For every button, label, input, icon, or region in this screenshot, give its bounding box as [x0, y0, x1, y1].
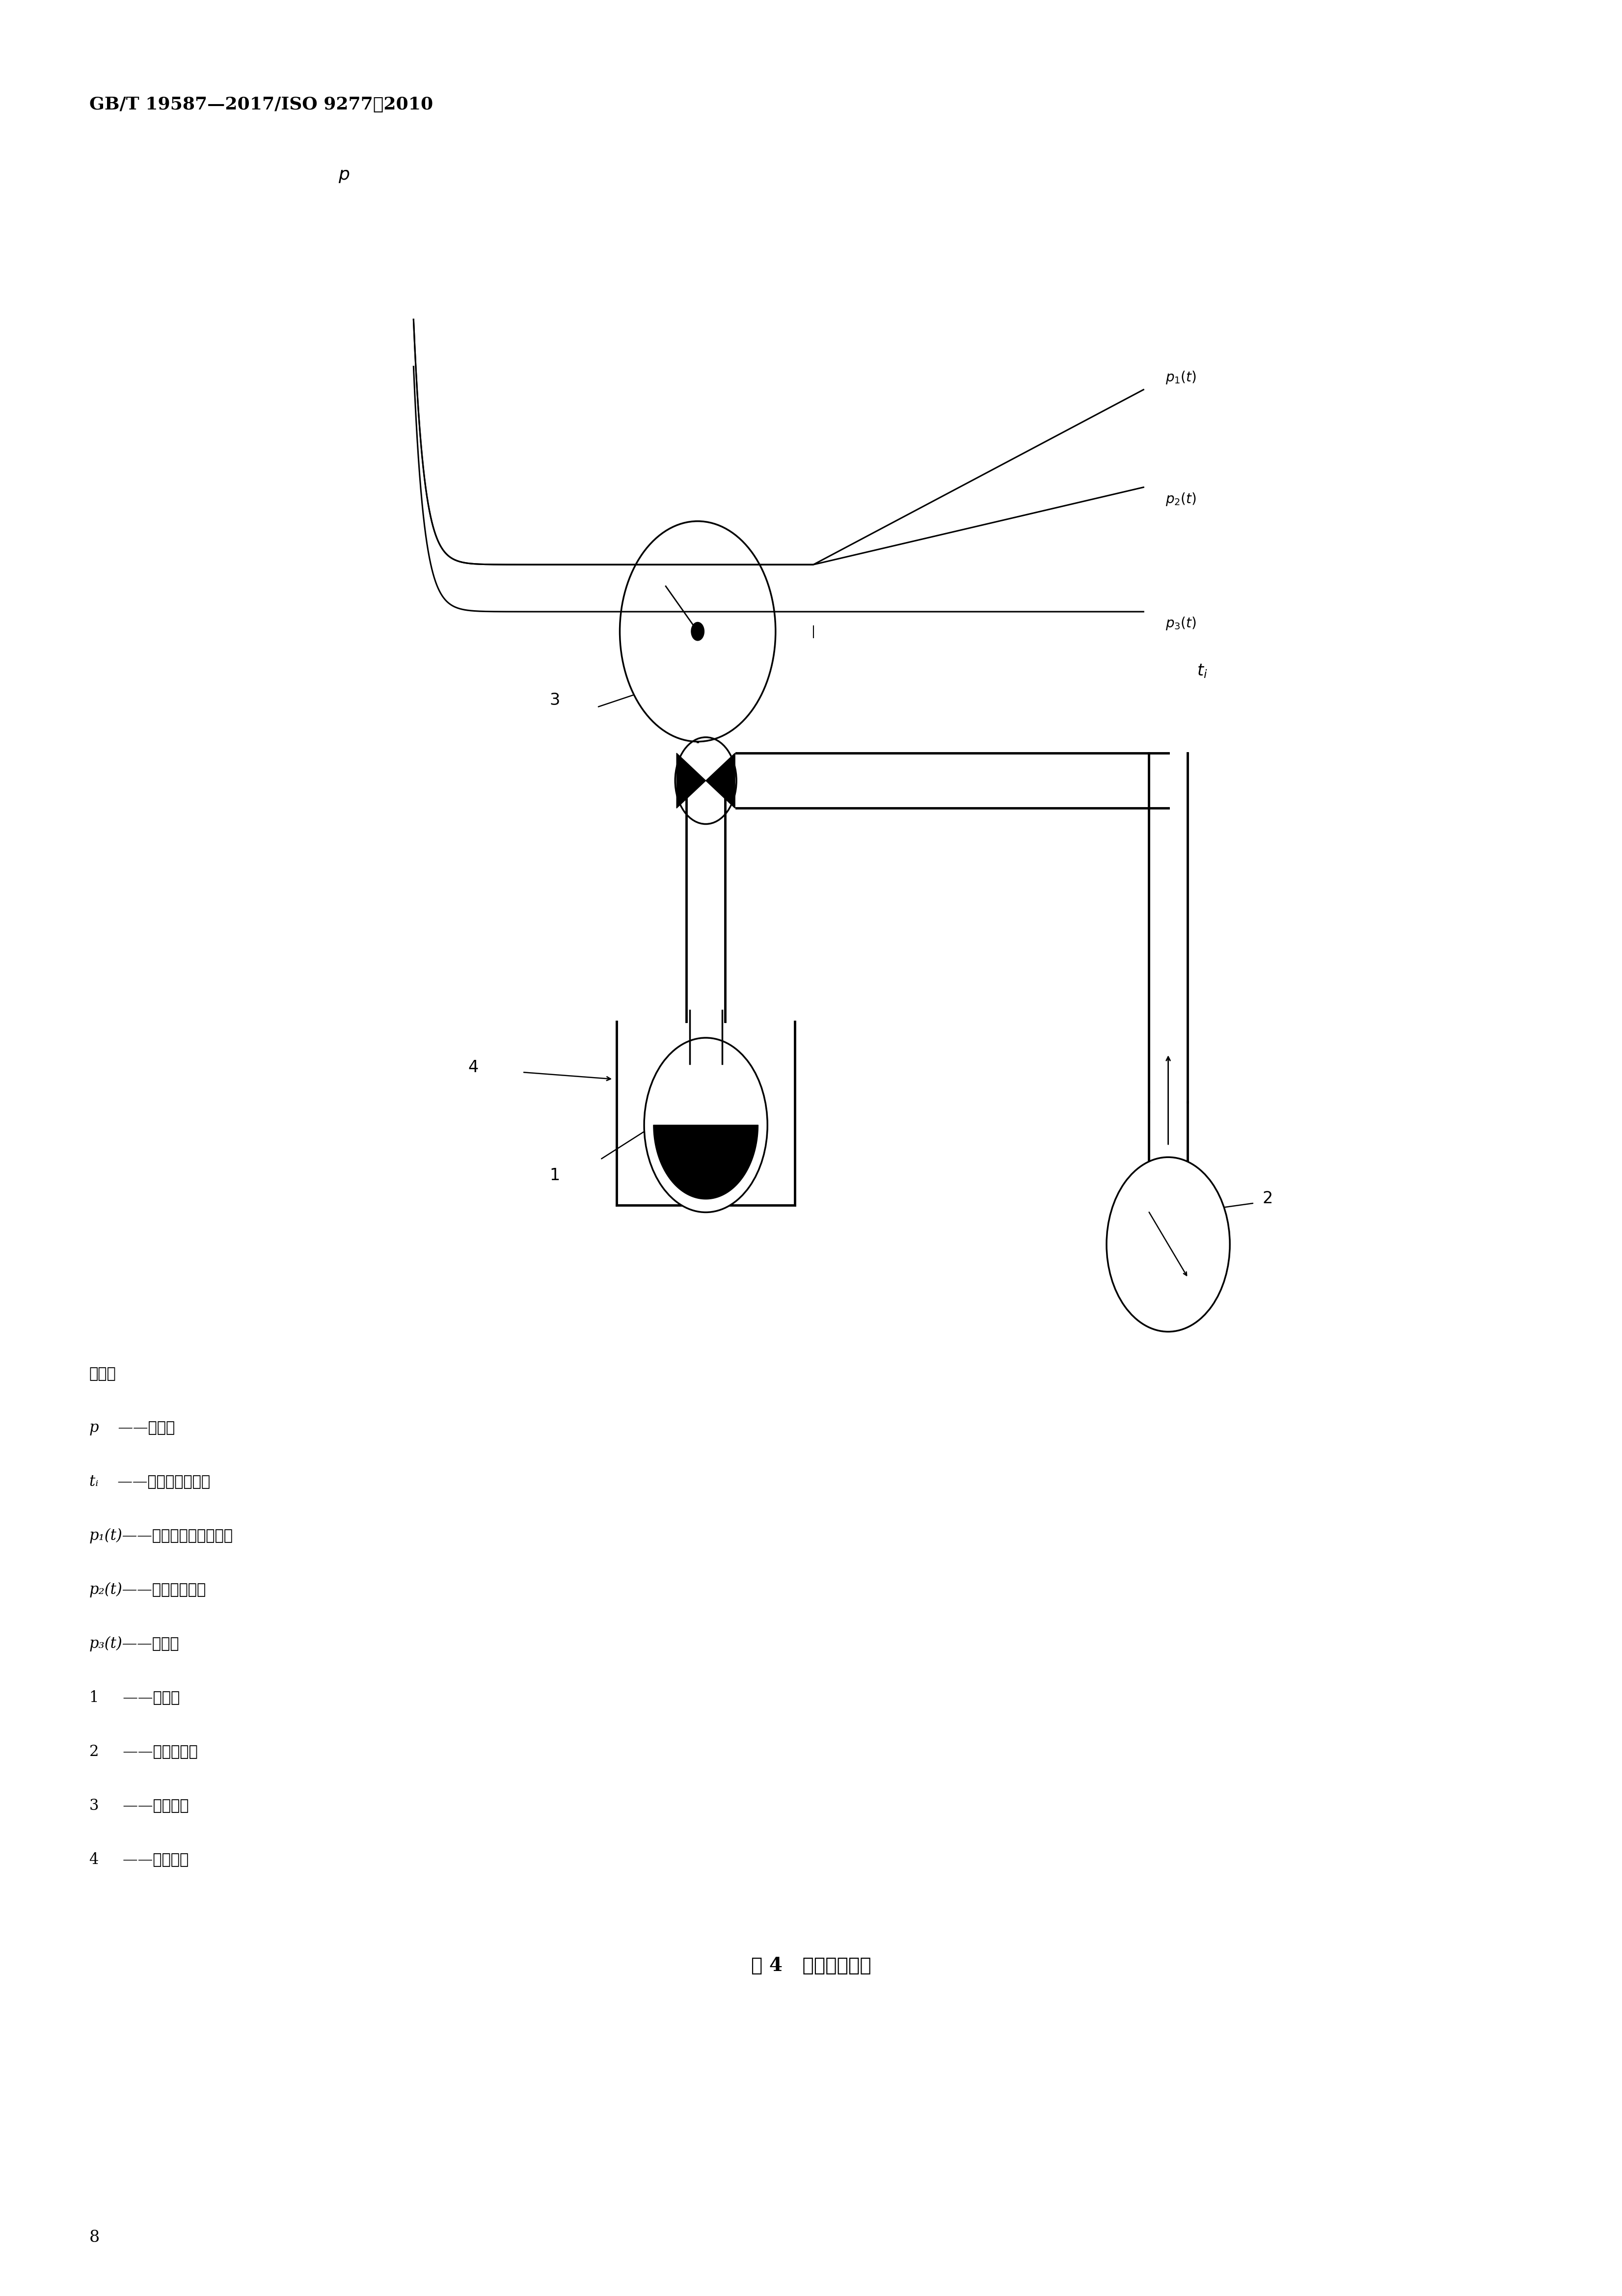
Text: 3: 3	[550, 691, 560, 709]
Text: tᵢ    ——样品隔离时间；: tᵢ ——样品隔离时间；	[89, 1474, 209, 1490]
Text: 说明：: 说明：	[89, 1366, 117, 1382]
Text: 2     ——真空系统；: 2 ——真空系统；	[89, 1745, 198, 1759]
Circle shape	[644, 1038, 767, 1212]
Text: 4: 4	[469, 1058, 478, 1077]
Text: p₃(t)——漏气；: p₃(t)——漏气；	[89, 1635, 180, 1651]
Text: 2: 2	[1262, 1189, 1272, 1208]
Text: 1: 1	[550, 1166, 560, 1185]
Text: 8: 8	[89, 2229, 99, 2245]
Text: 3     ——压力计；: 3 ——压力计；	[89, 1798, 188, 1814]
Polygon shape	[706, 753, 735, 808]
Polygon shape	[654, 1125, 757, 1199]
Text: $t_i$: $t_i$	[1197, 664, 1207, 680]
Text: 4     ——加热炉。: 4 ——加热炉。	[89, 1851, 188, 1867]
Text: p    ——压力；: p ——压力；	[89, 1419, 175, 1435]
Text: 图 4   脱气压力控制: 图 4 脱气压力控制	[751, 1956, 871, 1975]
Text: $p_1(t)$: $p_1(t)$	[1165, 370, 1195, 386]
Polygon shape	[676, 753, 706, 808]
Text: p₁(t)——脱气完全，密封好；: p₁(t)——脱气完全，密封好；	[89, 1529, 234, 1543]
Circle shape	[1106, 1157, 1229, 1332]
Circle shape	[620, 521, 775, 742]
Text: p₂(t)——脱气不完全；: p₂(t)——脱气不完全；	[89, 1582, 206, 1598]
Text: GB/T 19587—2017/ISO 9277：2010: GB/T 19587—2017/ISO 9277：2010	[89, 96, 433, 113]
Circle shape	[691, 622, 704, 641]
Text: $p_3(t)$: $p_3(t)$	[1165, 615, 1195, 631]
Text: $p_2(t)$: $p_2(t)$	[1165, 491, 1195, 507]
Text: $p$: $p$	[337, 168, 349, 184]
Text: 1     ——样品；: 1 ——样品；	[89, 1690, 180, 1706]
